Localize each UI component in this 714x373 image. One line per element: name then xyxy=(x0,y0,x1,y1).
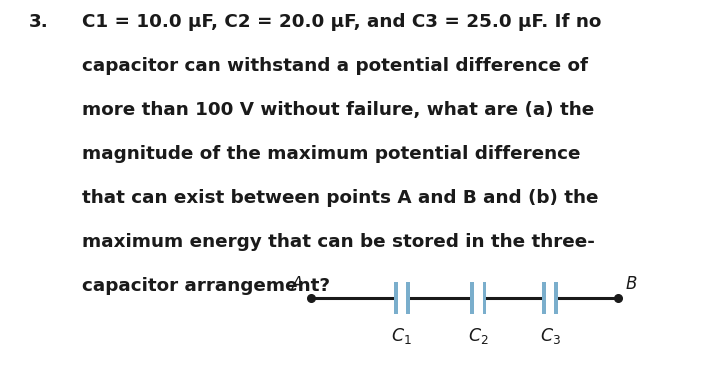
Text: maximum energy that can be stored in the three-: maximum energy that can be stored in the… xyxy=(82,233,595,251)
Bar xyxy=(555,282,558,314)
Bar xyxy=(483,282,486,314)
Bar xyxy=(543,282,546,314)
Bar xyxy=(398,282,406,314)
Text: $C_2$: $C_2$ xyxy=(468,326,488,346)
Text: magnitude of the maximum potential difference: magnitude of the maximum potential diffe… xyxy=(82,145,580,163)
Text: capacitor arrangement?: capacitor arrangement? xyxy=(82,277,331,295)
Text: A: A xyxy=(291,275,303,292)
Bar xyxy=(546,282,555,314)
Bar xyxy=(474,282,483,314)
Bar xyxy=(471,282,474,314)
Bar xyxy=(406,282,410,314)
Text: B: B xyxy=(626,275,638,292)
Text: $C_1$: $C_1$ xyxy=(391,326,412,346)
Text: 3.: 3. xyxy=(29,13,49,31)
Text: more than 100 V without failure, what are (a) the: more than 100 V without failure, what ar… xyxy=(82,101,594,119)
Text: capacitor can withstand a potential difference of: capacitor can withstand a potential diff… xyxy=(82,57,588,75)
Text: $C_3$: $C_3$ xyxy=(540,326,560,346)
Text: C1 = 10.0 μF, C2 = 20.0 μF, and C3 = 25.0 μF. If no: C1 = 10.0 μF, C2 = 20.0 μF, and C3 = 25.… xyxy=(82,13,601,31)
Text: that can exist between points A and B and (b) the: that can exist between points A and B an… xyxy=(82,189,598,207)
Bar xyxy=(394,282,398,314)
